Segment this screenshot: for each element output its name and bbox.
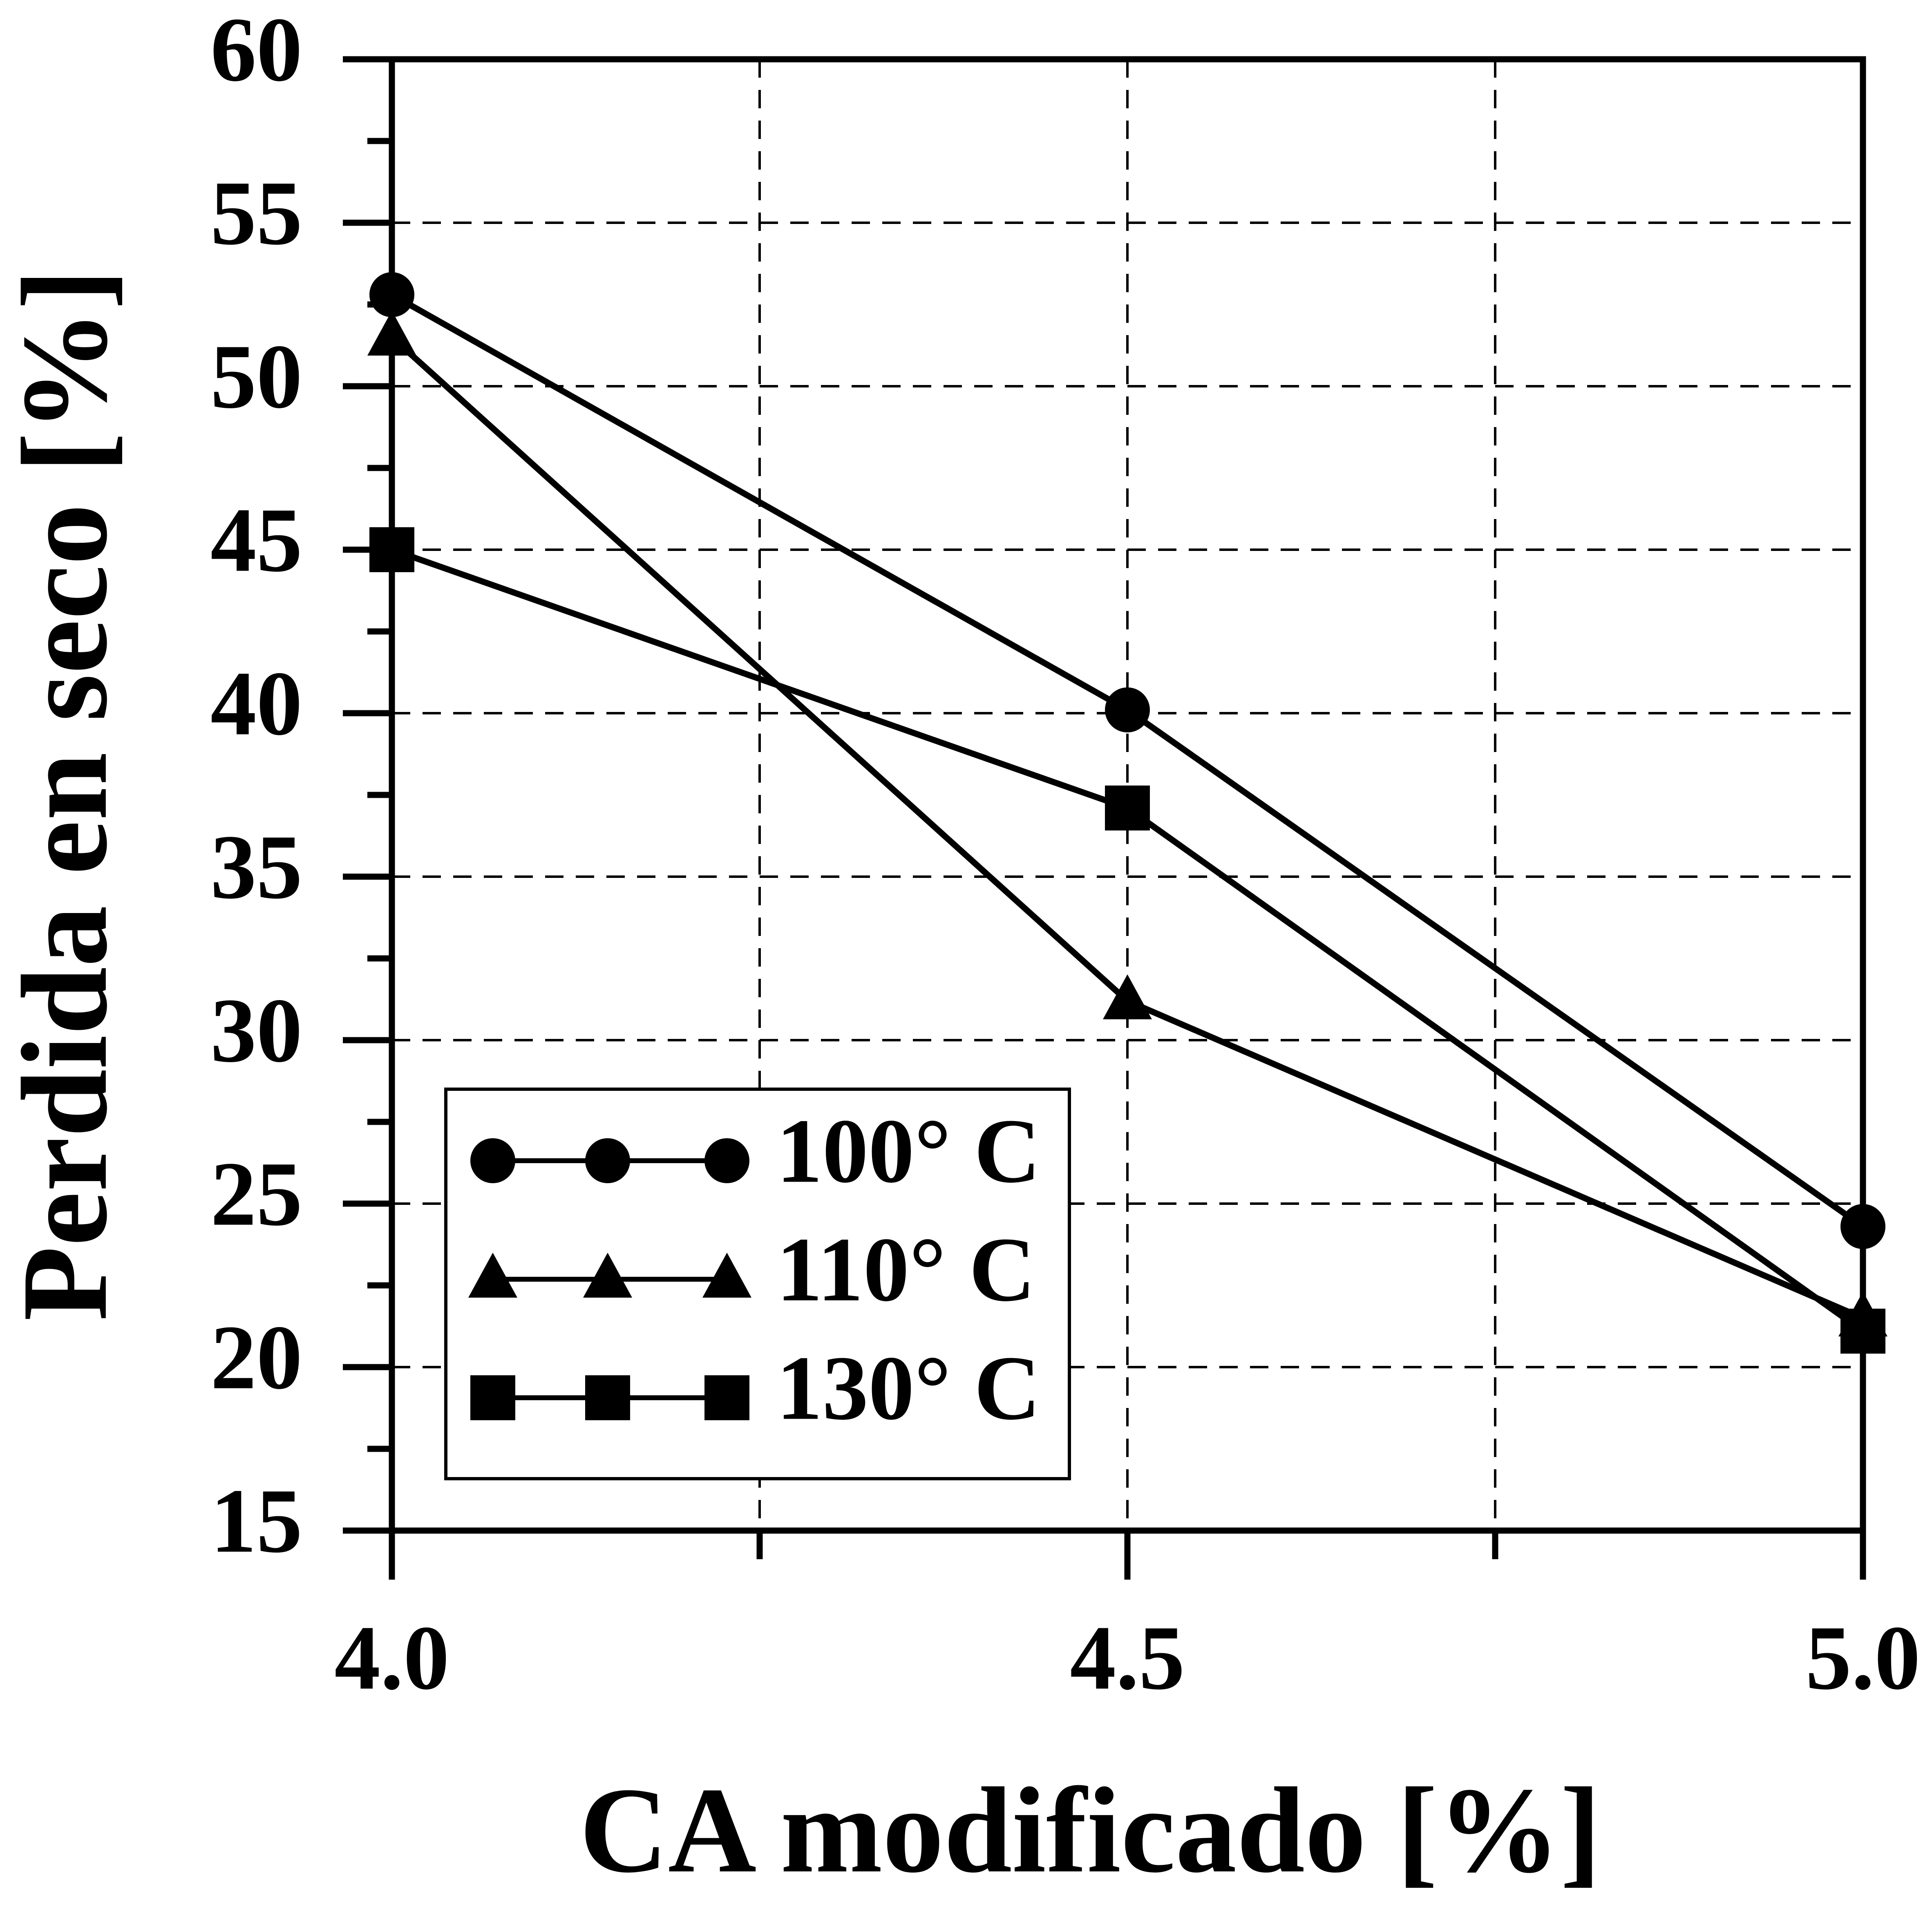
- marker: [1840, 1309, 1885, 1354]
- marker: [470, 1138, 515, 1183]
- marker: [468, 1253, 517, 1298]
- x-tick-label: 4.0: [334, 1607, 449, 1709]
- marker: [585, 1138, 630, 1183]
- y-tick-label: 25: [210, 1143, 302, 1245]
- y-tick-label: 20: [210, 1306, 302, 1408]
- legend-box: [444, 1088, 1071, 1480]
- y-tick-label: 50: [210, 325, 302, 428]
- marker: [1103, 974, 1152, 1019]
- marker: [369, 272, 414, 317]
- marker: [1840, 1204, 1885, 1249]
- y-tick-label: 30: [210, 979, 302, 1081]
- x-tick-label: 4.5: [1070, 1607, 1185, 1709]
- marker: [702, 1253, 751, 1298]
- y-tick-label: 35: [210, 816, 302, 918]
- x-tick-label: 5.0: [1805, 1607, 1920, 1709]
- legend: 100° C 110° C 130° C: [444, 1088, 1071, 1480]
- y-tick-label: 45: [210, 489, 302, 591]
- marker: [1105, 687, 1150, 732]
- y-tick-label: 40: [210, 652, 302, 754]
- legend-label: 100° C: [776, 1100, 1040, 1202]
- y-tick-label: 55: [210, 162, 302, 264]
- marker: [1105, 786, 1150, 830]
- x-axis-label: CA modificado [%]: [579, 1762, 1601, 1898]
- legend-label: 130° C: [776, 1337, 1040, 1439]
- marker: [704, 1375, 749, 1420]
- marker: [704, 1138, 749, 1183]
- marker: [583, 1253, 632, 1298]
- y-tick-label: 60: [210, 0, 302, 101]
- marker: [470, 1375, 515, 1420]
- y-tick-label: 15: [210, 1470, 302, 1572]
- marker: [585, 1375, 630, 1420]
- y-axis-label: Perdida en seco [%]: [0, 269, 132, 1321]
- marker: [367, 311, 416, 356]
- marker: [369, 527, 414, 572]
- legend-label: 110° C: [776, 1218, 1035, 1321]
